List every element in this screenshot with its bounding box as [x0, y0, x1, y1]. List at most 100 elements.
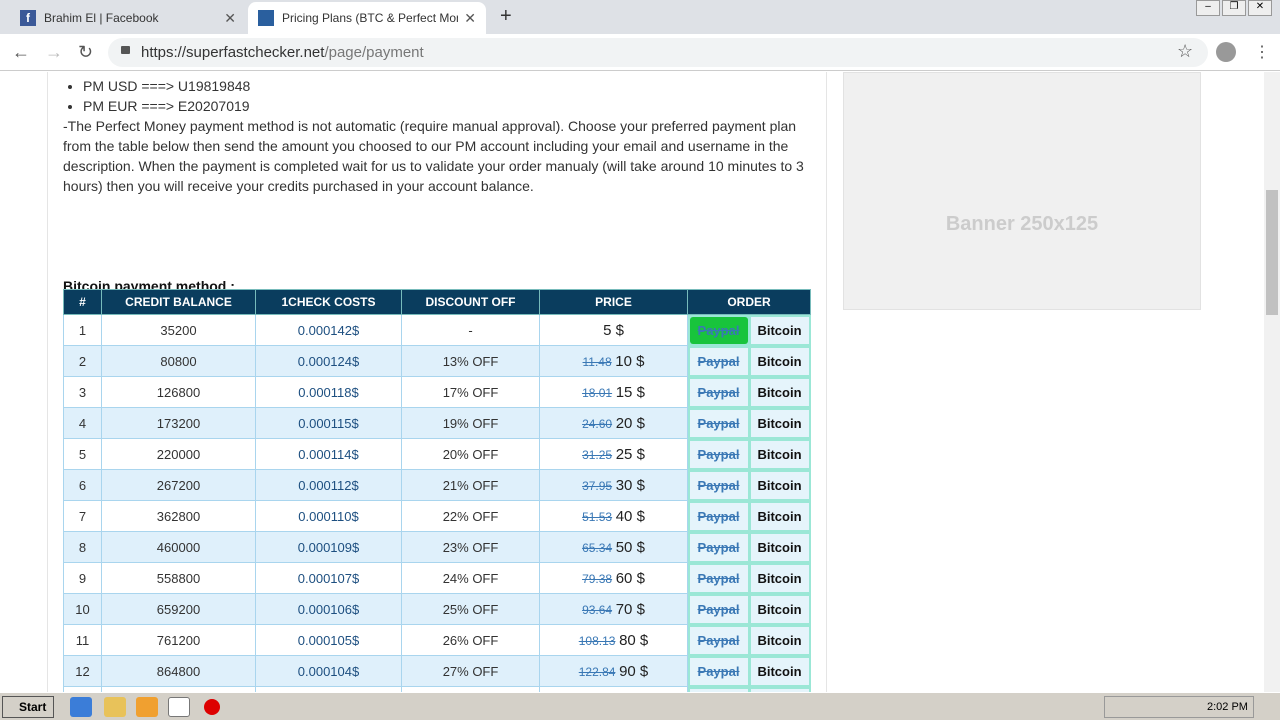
credit-balance-text: 220000 [156, 446, 201, 462]
paypal-button[interactable]: Paypal [689, 595, 748, 623]
bitcoin-button[interactable]: Bitcoin [750, 316, 809, 344]
address-bar[interactable]: https://superfastchecker.net/page/paymen… [108, 38, 1208, 67]
new-price: 60 $ [615, 569, 645, 587]
restore-button[interactable]: ❐ [1222, 0, 1246, 16]
check-cost: 0.000142$ [255, 314, 402, 346]
back-icon[interactable]: ← [12, 42, 30, 62]
price: 31.25 25 $ [539, 438, 688, 470]
ie-icon[interactable] [70, 697, 92, 717]
chrome-icon[interactable] [168, 697, 190, 717]
forward-icon[interactable]: → [45, 42, 63, 62]
bitcoin-button[interactable]: Bitcoin [750, 409, 809, 437]
tab-title: Pricing Plans (BTC & Perfect Money & [282, 11, 458, 25]
reload-icon[interactable]: ↻ [78, 42, 94, 62]
media-player-icon[interactable] [136, 697, 158, 717]
lock-icon [121, 46, 130, 54]
site-favicon-icon [258, 10, 274, 26]
row-number-text: 6 [78, 477, 87, 493]
check-cost-text: 0.000107$ [297, 570, 360, 586]
price: 122.84 90 $ [539, 655, 688, 687]
bitcoin-button[interactable]: Bitcoin [750, 564, 809, 592]
paypal-button[interactable]: Paypal [689, 688, 748, 692]
new-price: 15 $ [615, 383, 645, 401]
minimize-button[interactable]: – [1196, 0, 1220, 16]
discount-text: 26% OFF [442, 632, 499, 648]
paypal-button[interactable]: Paypal [689, 564, 748, 592]
old-price: 93.64 [582, 602, 613, 617]
check-cost-text: 0.000112$ [298, 477, 359, 493]
new-tab-button[interactable]: + [500, 5, 512, 27]
bitcoin-button[interactable]: Bitcoin [750, 533, 809, 561]
paypal-button[interactable]: Paypal [689, 626, 748, 654]
old-price: 79.38 [582, 571, 613, 586]
bitcoin-button[interactable]: Bitcoin [750, 502, 809, 530]
paypal-button[interactable]: Paypal [689, 440, 748, 468]
browser-toolbar: ← → ↻ https://superfastchecker.net/page/… [0, 34, 1280, 71]
price: 11.48 10 $ [539, 345, 688, 377]
row-number-text: 9 [78, 570, 87, 586]
credit-balance: 864800 [101, 655, 256, 687]
close-tab-icon[interactable]: ✕ [224, 9, 236, 26]
old-price: 51.53 [582, 509, 613, 524]
tab-pricing[interactable]: Pricing Plans (BTC & Perfect Money & ✕ [248, 2, 486, 34]
column-header: CREDIT BALANCE [101, 289, 256, 315]
close-tab-icon[interactable]: ✕ [464, 9, 476, 26]
paypal-button[interactable]: Paypal [689, 347, 748, 375]
close-window-button[interactable]: ✕ [1248, 0, 1272, 16]
scrollbar-thumb[interactable] [1266, 190, 1278, 315]
credit-balance: 80800 [101, 345, 256, 377]
credit-balance: 362800 [101, 500, 256, 532]
paypal-button[interactable]: Paypal [689, 316, 748, 344]
bitcoin-button[interactable]: Bitcoin [750, 626, 809, 654]
scrollbar[interactable] [1264, 72, 1280, 692]
paypal-button[interactable]: Paypal [689, 502, 748, 530]
start-button[interactable]: Start [2, 696, 54, 718]
bitcoin-button[interactable]: Bitcoin [750, 657, 809, 685]
row-number-text: 2 [78, 353, 87, 369]
stop-icon[interactable] [204, 699, 220, 715]
check-cost-text: 0.000124$ [297, 353, 360, 369]
menu-icon[interactable]: ⋮ [1254, 44, 1270, 61]
bitcoin-button[interactable]: Bitcoin [750, 595, 809, 623]
check-cost: 0.000109$ [255, 531, 402, 563]
new-price: 20 $ [615, 414, 645, 432]
table-row: 3 126800 0.000118$ 17% OFF 18.01 15 $ Paypal B… [63, 376, 811, 408]
paypal-button[interactable]: Paypal [689, 409, 748, 437]
bitcoin-button[interactable]: Bitcoin [750, 688, 809, 692]
check-cost-text: 0.000114$ [298, 446, 359, 462]
row-number-text: 4 [78, 415, 87, 431]
credit-balance: 761200 [101, 624, 256, 656]
bitcoin-button[interactable]: Bitcoin [750, 378, 809, 406]
old-price: 31.25 [582, 447, 613, 462]
discount-text: 21% OFF [442, 477, 499, 493]
table-row: 9 558800 0.000107$ 24% OFF 79.38 60 $ Paypal B… [63, 562, 811, 594]
bookmark-star-icon[interactable]: ☆ [1177, 41, 1194, 61]
banner-ad[interactable]: Banner 250x125 [843, 72, 1201, 310]
bitcoin-button[interactable]: Bitcoin [750, 347, 809, 375]
credit-balance: 126800 [101, 376, 256, 408]
row-number-text: 11 [75, 632, 90, 648]
folder-icon[interactable] [104, 697, 126, 717]
paypal-button[interactable]: Paypal [689, 471, 748, 499]
bitcoin-button[interactable]: Bitcoin [750, 471, 809, 499]
paypal-button[interactable]: Paypal [689, 378, 748, 406]
paypal-button[interactable]: Paypal [689, 657, 748, 685]
discount: 27% OFF [401, 655, 540, 687]
row-number: 3 [63, 376, 102, 408]
credit-balance-text: 761200 [156, 632, 201, 648]
credit-balance: 267200 [101, 469, 256, 501]
paypal-button[interactable]: Paypal [689, 533, 748, 561]
account-avatar[interactable] [1216, 42, 1236, 62]
discount: - [401, 314, 540, 346]
table-row: 10 659200 0.000106$ 25% OFF 93.64 70 $ Paypal… [63, 593, 811, 625]
bitcoin-button[interactable]: Bitcoin [750, 440, 809, 468]
tab-facebook[interactable]: f Brahim El | Facebook ✕ [10, 2, 246, 34]
row-number: 6 [63, 469, 102, 501]
table-row: 11 761200 0.000105$ 26% OFF 108.13 80 $ Paypa… [63, 624, 811, 656]
